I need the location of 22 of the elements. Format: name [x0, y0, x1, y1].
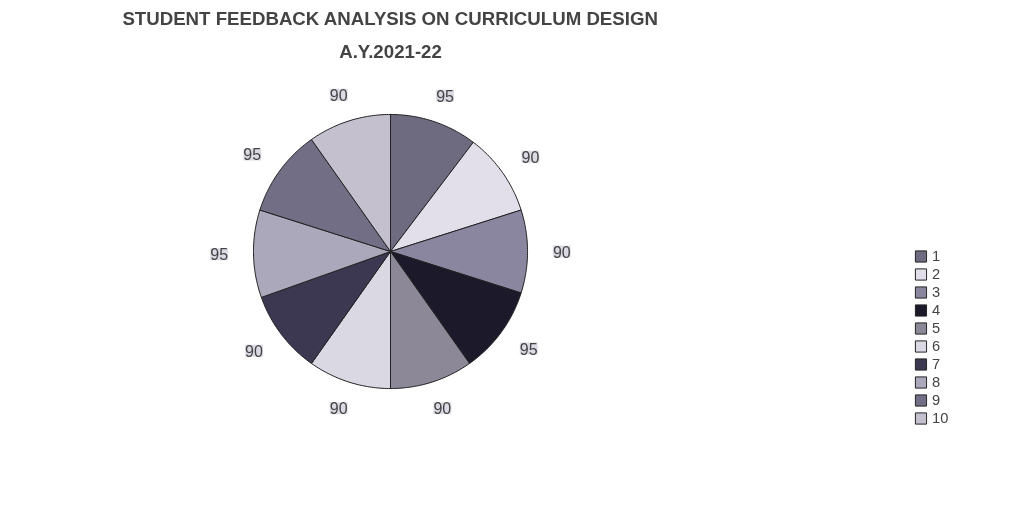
data-label: 90	[552, 243, 571, 261]
legend-label: 9	[932, 392, 942, 408]
chart-subtitle: A.Y.2021-22	[339, 40, 442, 62]
data-label: 95	[243, 146, 262, 164]
legend-label: 2	[932, 266, 942, 282]
legend-label: 6	[932, 338, 942, 354]
chart-title: STUDENT FEEDBACK ANALYSIS ON CURRICULUM DESIGN	[122, 7, 658, 29]
data-label: 90	[245, 342, 264, 360]
data-label: 90	[329, 86, 348, 104]
data-label: 90	[329, 400, 348, 418]
legend-label: 8	[932, 374, 942, 390]
legend-label: 1	[932, 248, 942, 264]
legend-label: 10	[932, 410, 950, 426]
legend-label: 7	[932, 356, 942, 372]
data-label: 90	[433, 400, 452, 418]
data-label: 90	[521, 148, 540, 166]
legend-label: 3	[932, 284, 942, 300]
data-label: 95	[519, 340, 538, 358]
data-label: 95	[436, 87, 455, 105]
legend-label: 5	[932, 320, 942, 336]
legend-label: 4	[932, 302, 942, 318]
data-label: 95	[210, 246, 229, 264]
